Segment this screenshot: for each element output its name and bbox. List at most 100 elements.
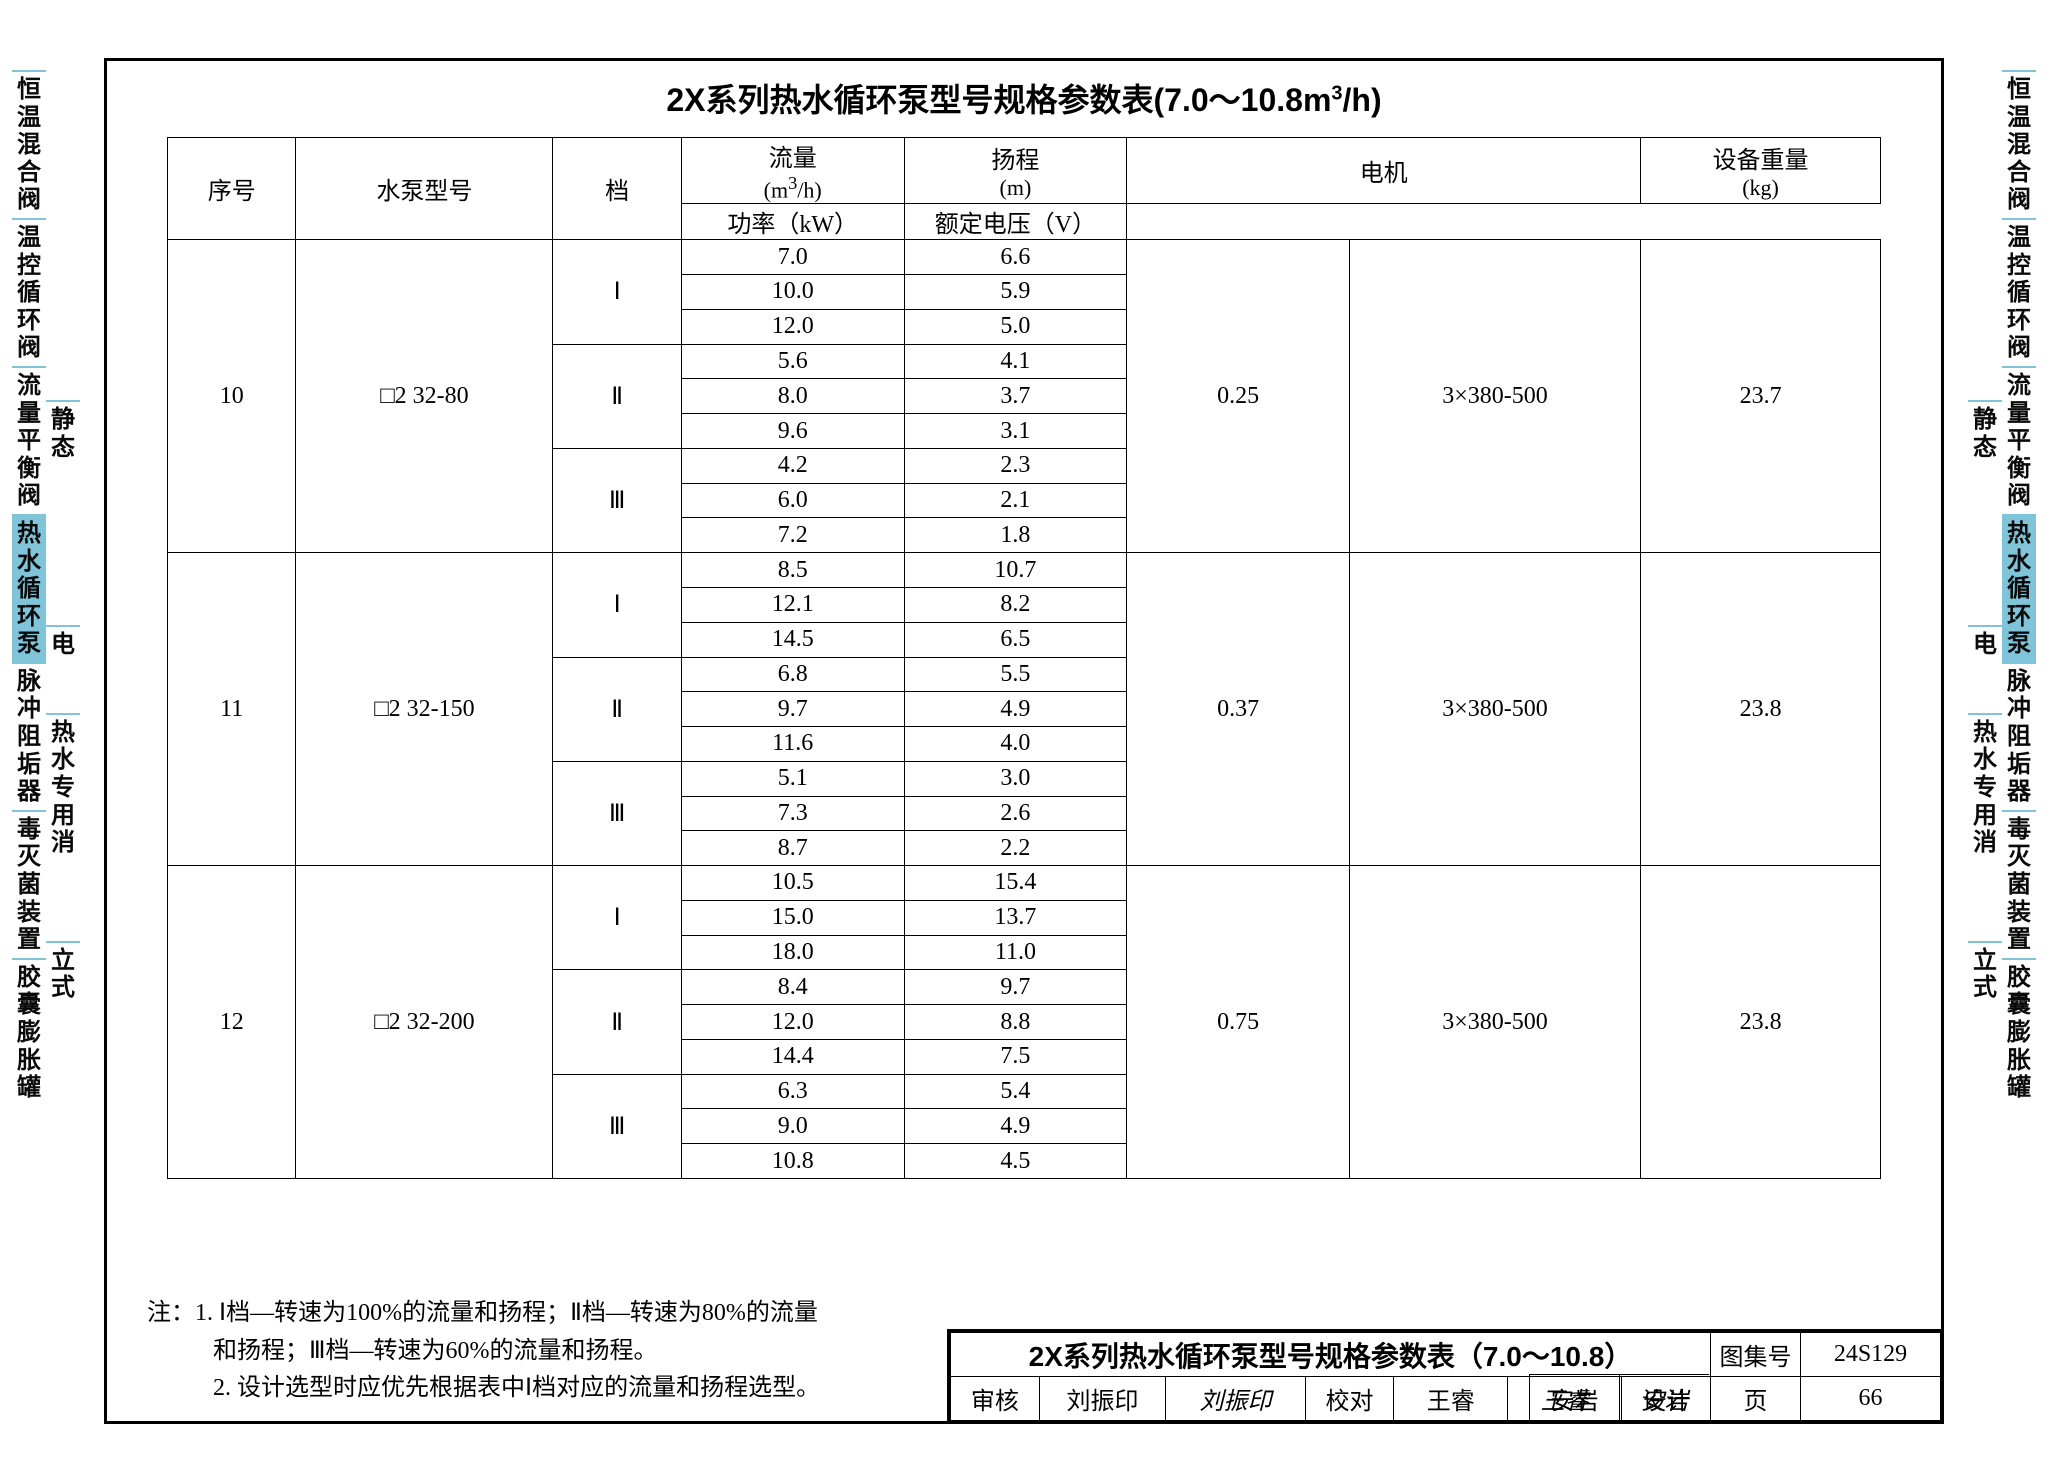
th-flow-top: 流量 <box>682 138 904 173</box>
cell-flow: 7.2 <box>681 518 904 553</box>
cell-head: 2.6 <box>904 796 1127 831</box>
side-tab[interactable]: 热水专用消 <box>46 713 80 861</box>
table-row: 12□2 32-200Ⅰ10.515.40.753×380-50023.8 <box>168 866 1881 901</box>
table-head: 序号 水泵型号 档 流量 (m3/h) 扬程 (m) 电机 <box>168 138 1881 240</box>
cell-flow: 10.5 <box>681 866 904 901</box>
th-weight-unit: (kg) <box>1641 175 1880 201</box>
th-head: 扬程 (m) <box>904 138 1127 204</box>
cell-weight: 23.8 <box>1641 866 1881 1179</box>
cell-flow: 6.3 <box>681 1074 904 1109</box>
cell-flow: 5.1 <box>681 761 904 796</box>
cell-weight: 23.7 <box>1641 240 1881 553</box>
table-row: 11□2 32-150Ⅰ8.510.70.373×380-50023.8 <box>168 553 1881 588</box>
side-tab[interactable]: 电 <box>46 625 80 663</box>
side-tab[interactable]: 热水循环泵 <box>2002 514 2036 662</box>
cell-gear: Ⅱ <box>553 344 681 448</box>
cell-flow: 6.0 <box>681 483 904 518</box>
cell-flow: 10.0 <box>681 275 904 310</box>
th-power: 功率（kW） <box>681 204 904 240</box>
cell-gear: Ⅰ <box>553 866 681 970</box>
cell-gear: Ⅱ <box>553 657 681 761</box>
tb-check-name: 王睿 <box>1394 1377 1508 1421</box>
side-tab[interactable]: 温控循环阀 <box>12 218 46 366</box>
cell-head: 10.7 <box>904 553 1127 588</box>
cell-head: 2.1 <box>904 483 1127 518</box>
cell-flow: 8.4 <box>681 970 904 1005</box>
side-tab[interactable]: 胶囊膨胀罐 <box>2002 958 2036 1106</box>
cell-power: 0.37 <box>1127 553 1350 866</box>
note-2: 2. 设计选型时应优先根据表中Ⅰ档对应的流量和扬程选型。 <box>147 1370 907 1407</box>
cell-seq: 11 <box>168 553 296 866</box>
left-outer-col: 恒温混合阀温控循环阀流量平衡阀热水循环泵脉冲阻垢器毒灭菌装置胶囊膨胀罐 <box>12 70 46 1106</box>
cell-head: 2.2 <box>904 831 1127 866</box>
cell-flow: 4.2 <box>681 448 904 483</box>
cell-head: 2.3 <box>904 448 1127 483</box>
th-head-top: 扬程 <box>905 140 1127 175</box>
note-lead: 注： <box>147 1300 195 1326</box>
right-inner-col: 静态电热水专用消立式 <box>1968 70 2002 1106</box>
cell-head: 4.9 <box>904 1109 1127 1144</box>
side-tab[interactable]: 热水专用消 <box>1968 713 2002 861</box>
side-tab[interactable]: 静态 <box>1968 400 2002 465</box>
cell-voltage: 3×380-500 <box>1349 240 1640 553</box>
side-tab[interactable]: 电 <box>1968 625 2002 663</box>
cell-gear: Ⅱ <box>553 970 681 1074</box>
table-row: 10□2 32-80Ⅰ7.06.60.253×380-50023.7 <box>168 240 1881 275</box>
th-head-unit: (m) <box>905 175 1127 201</box>
cell-head: 13.7 <box>904 900 1127 935</box>
th-seq: 序号 <box>168 138 296 240</box>
side-tab[interactable]: 流量平衡阀 <box>12 366 46 514</box>
tb-design-name: 安岩 <box>1529 1374 1619 1421</box>
side-tab[interactable]: 脉冲阻垢器 <box>2002 662 2036 810</box>
th-voltage: 额定电压（V） <box>904 204 1127 240</box>
cell-flow: 9.7 <box>681 692 904 727</box>
tb-review-label: 审核 <box>951 1377 1040 1421</box>
cell-flow: 10.8 <box>681 1144 904 1179</box>
cell-flow: 14.4 <box>681 1039 904 1074</box>
cell-flow: 9.6 <box>681 414 904 449</box>
drawing-frame: 2X系列热水循环泵型号规格参数表(7.0～10.8m3/h) 序号 水泵型号 档… <box>104 58 1944 1424</box>
cell-head: 15.4 <box>904 866 1127 901</box>
tb-check-label: 校对 <box>1305 1377 1394 1421</box>
cell-flow: 8.7 <box>681 831 904 866</box>
side-tab[interactable]: 毒灭菌装置 <box>2002 810 2036 958</box>
cell-gear: Ⅲ <box>553 1074 681 1178</box>
cell-flow: 15.0 <box>681 900 904 935</box>
side-tab[interactable]: 静态 <box>46 400 80 465</box>
cell-head: 8.8 <box>904 1005 1127 1040</box>
cell-head: 3.7 <box>904 379 1127 414</box>
cell-head: 8.2 <box>904 587 1127 622</box>
th-motor: 电机 <box>1127 138 1641 204</box>
th-gear: 档 <box>553 138 681 240</box>
left-tab-strip: 恒温混合阀温控循环阀流量平衡阀热水循环泵脉冲阻垢器毒灭菌装置胶囊膨胀罐 静态电热… <box>12 70 80 1106</box>
table-body: 10□2 32-80Ⅰ7.06.60.253×380-50023.710.0 5.… <box>168 240 1881 1179</box>
side-tab[interactable]: 流量平衡阀 <box>2002 366 2036 514</box>
cell-flow: 12.0 <box>681 1005 904 1040</box>
cell-gear: Ⅲ <box>553 448 681 552</box>
cell-gear: Ⅰ <box>553 553 681 657</box>
tb-doc-title: 2X系列热水循环泵型号规格参数表（7.0～10.8） <box>951 1333 1711 1377</box>
cell-seq: 10 <box>168 240 296 553</box>
side-tab[interactable]: 恒温混合阀 <box>12 70 46 218</box>
side-tab[interactable]: 脉冲阻垢器 <box>12 662 46 810</box>
tb-set-no: 24S129 <box>1801 1333 1941 1377</box>
cell-power: 0.25 <box>1127 240 1350 553</box>
tb-review-name: 刘振印 <box>1039 1377 1166 1421</box>
side-tab[interactable]: 立式 <box>46 941 80 1006</box>
side-tab[interactable]: 温控循环阀 <box>2002 218 2036 366</box>
left-inner-col: 静态电热水专用消立式 <box>46 70 80 1106</box>
right-tab-strip: 静态电热水专用消立式 恒温混合阀温控循环阀流量平衡阀热水循环泵脉冲阻垢器毒灭菌装… <box>1968 70 2036 1106</box>
cell-model: □2 32-200 <box>296 866 553 1179</box>
cell-flow: 7.0 <box>681 240 904 275</box>
side-tab[interactable]: 胶囊膨胀罐 <box>12 958 46 1106</box>
cell-flow: 11.6 <box>681 727 904 762</box>
cell-flow: 8.0 <box>681 379 904 414</box>
side-tab[interactable]: 毒灭菌装置 <box>12 810 46 958</box>
cell-head: 9.7 <box>904 970 1127 1005</box>
side-tab[interactable]: 热水循环泵 <box>12 514 46 662</box>
cell-head: 7.5 <box>904 1039 1127 1074</box>
cell-seq: 12 <box>168 866 296 1179</box>
side-tab[interactable]: 恒温混合阀 <box>2002 70 2036 218</box>
cell-head: 5.4 <box>904 1074 1127 1109</box>
side-tab[interactable]: 立式 <box>1968 941 2002 1006</box>
